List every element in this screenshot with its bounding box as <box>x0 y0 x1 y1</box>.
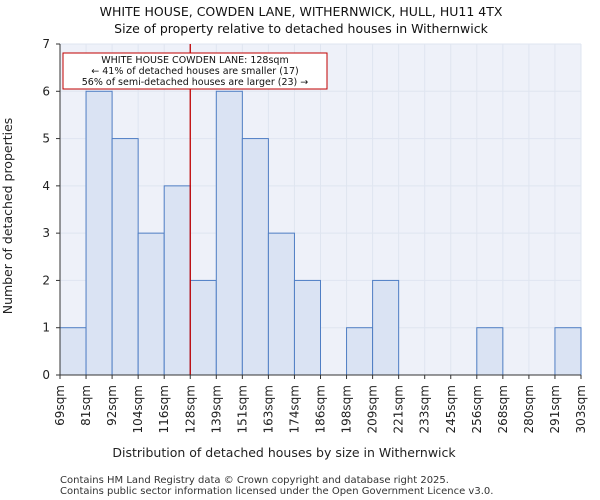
chart-title: WHITE HOUSE, COWDEN LANE, WITHERNWICK, H… <box>100 4 503 19</box>
footer-line-2: Contains public sector information licen… <box>60 486 493 497</box>
x-tick-label-81sqm: 81sqm <box>79 385 93 426</box>
y-tick-labels: 0 1 2 3 4 5 6 7 <box>42 37 50 382</box>
y-axis-label: Number of detached properties <box>0 118 15 315</box>
x-tick-label-69sqm: 69sqm <box>53 385 67 426</box>
bar-69sqm <box>59 327 87 376</box>
bar-116sqm <box>163 185 191 376</box>
axes <box>56 43 582 379</box>
x-tick-label-245sqm: 245sqm <box>444 385 458 433</box>
bar-104sqm <box>137 232 165 376</box>
bar-151sqm <box>241 138 269 376</box>
x-tick-label-303sqm: 303sqm <box>574 385 588 433</box>
x-tick-label-139sqm: 139sqm <box>209 385 223 433</box>
y-tick-label: 4 <box>42 179 50 193</box>
x-tick-label-209sqm: 209sqm <box>366 385 380 433</box>
x-tick-label-256sqm: 256sqm <box>470 385 484 433</box>
bar-291sqm <box>554 327 582 376</box>
y-tick-label: 2 <box>42 273 50 287</box>
y-tick-label: 3 <box>42 226 50 240</box>
x-tick-label-116sqm: 116sqm <box>157 385 171 433</box>
x-tick-label-221sqm: 221sqm <box>392 385 406 433</box>
annotation-line-1: WHITE HOUSE COWDEN LANE: 128sqm <box>101 55 288 66</box>
x-tick-label-198sqm: 198sqm <box>340 385 354 433</box>
bar-209sqm <box>372 279 400 376</box>
bar-163sqm <box>267 232 295 376</box>
x-tick-label-233sqm: 233sqm <box>418 385 432 433</box>
x-tick-labels: 69sqm 81sqm 92sqm 104sqm 116sqm 128sqm 139sqm 1… <box>53 385 588 433</box>
bar-198sqm <box>346 327 374 376</box>
x-tick-label-163sqm: 163sqm <box>261 385 275 433</box>
bar-128sqm <box>189 279 217 376</box>
x-tick-label-186sqm: 186sqm <box>314 385 328 433</box>
y-tick-label: 7 <box>42 37 50 51</box>
y-tick-label: 6 <box>42 84 50 98</box>
bar-174sqm <box>293 279 322 376</box>
footer-line-1: Contains HM Land Registry data © Crown c… <box>60 475 449 486</box>
bar-92sqm <box>111 138 139 376</box>
annotation-line-2: ← 41% of detached houses are smaller (17… <box>91 66 298 77</box>
annotation-line-3: 56% of semi-detached houses are larger (… <box>82 77 309 88</box>
y-tick-label: 1 <box>42 321 50 335</box>
x-tick-label-104sqm: 104sqm <box>131 385 145 433</box>
y-tick-label: 0 <box>42 368 50 382</box>
annotation-border <box>62 52 328 90</box>
x-tick-label-174sqm: 174sqm <box>287 385 301 433</box>
bar-139sqm <box>215 90 243 376</box>
bar-256sqm <box>476 327 504 376</box>
bars <box>59 90 582 376</box>
x-tick-label-92sqm: 92sqm <box>105 385 119 426</box>
x-tick-label-151sqm: 151sqm <box>235 385 249 433</box>
x-tick-label-268sqm: 268sqm <box>496 385 510 433</box>
y-tick-label: 5 <box>42 132 50 146</box>
x-tick-label-291sqm: 291sqm <box>548 385 562 433</box>
x-tick-label-128sqm: 128sqm <box>183 385 197 433</box>
bar-81sqm <box>85 90 113 376</box>
annotation-box: WHITE HOUSE COWDEN LANE: 128sqm ← 41% of… <box>62 52 328 90</box>
x-axis-label: Distribution of detached houses by size … <box>112 445 456 460</box>
chart-subtitle: Size of property relative to detached ho… <box>114 21 488 36</box>
x-tick-label-280sqm: 280sqm <box>522 385 536 433</box>
